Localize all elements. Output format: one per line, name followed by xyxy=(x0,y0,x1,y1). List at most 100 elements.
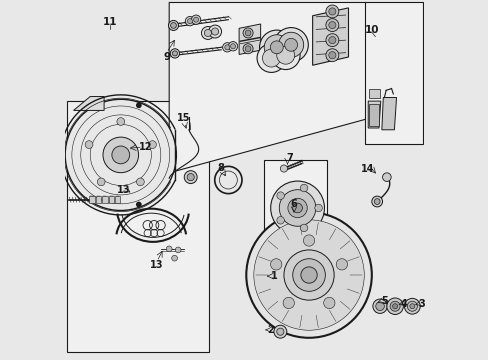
Text: 6: 6 xyxy=(290,199,297,210)
Text: 2: 2 xyxy=(267,325,274,335)
Text: 13: 13 xyxy=(116,185,130,195)
Circle shape xyxy=(228,41,237,51)
Circle shape xyxy=(392,304,397,309)
Polygon shape xyxy=(367,101,380,128)
Polygon shape xyxy=(169,3,366,173)
Circle shape xyxy=(325,5,338,18)
Bar xyxy=(108,197,114,203)
Circle shape xyxy=(276,328,284,335)
Circle shape xyxy=(170,23,176,28)
Circle shape xyxy=(336,259,347,270)
Circle shape xyxy=(187,174,194,181)
Bar xyxy=(115,197,120,203)
Text: 4: 4 xyxy=(400,299,407,309)
Circle shape xyxy=(276,192,284,199)
Circle shape xyxy=(278,32,303,57)
Text: 13: 13 xyxy=(150,260,163,270)
Polygon shape xyxy=(312,8,348,65)
Circle shape xyxy=(325,34,338,46)
Polygon shape xyxy=(381,98,396,130)
Circle shape xyxy=(276,46,294,64)
Circle shape xyxy=(292,203,302,213)
Circle shape xyxy=(148,141,156,148)
Circle shape xyxy=(276,216,284,224)
Circle shape xyxy=(287,198,306,218)
Bar xyxy=(264,160,326,248)
Circle shape xyxy=(136,102,142,108)
Text: 5: 5 xyxy=(380,296,387,306)
Circle shape xyxy=(389,301,399,311)
Circle shape xyxy=(325,19,338,32)
Circle shape xyxy=(172,51,177,56)
Circle shape xyxy=(136,178,144,186)
Circle shape xyxy=(204,30,211,37)
Circle shape xyxy=(323,297,334,309)
Circle shape xyxy=(300,184,307,192)
Circle shape xyxy=(303,235,314,246)
Circle shape xyxy=(280,165,287,172)
Text: 12: 12 xyxy=(139,142,152,152)
Circle shape xyxy=(65,99,176,211)
Circle shape xyxy=(230,44,235,49)
Circle shape xyxy=(184,171,197,184)
Circle shape xyxy=(386,298,403,315)
Text: 1: 1 xyxy=(270,271,277,281)
Circle shape xyxy=(271,41,300,69)
Circle shape xyxy=(112,146,129,164)
Circle shape xyxy=(244,46,250,51)
Circle shape xyxy=(168,21,178,31)
Circle shape xyxy=(191,15,201,24)
Circle shape xyxy=(328,22,335,29)
Circle shape xyxy=(371,196,382,207)
Bar xyxy=(96,197,101,203)
Text: 7: 7 xyxy=(285,153,292,163)
Text: 10: 10 xyxy=(364,25,378,35)
Circle shape xyxy=(270,181,324,235)
Circle shape xyxy=(170,49,179,58)
Bar xyxy=(102,197,107,203)
Polygon shape xyxy=(239,24,260,54)
Text: 9: 9 xyxy=(163,52,170,62)
Circle shape xyxy=(273,325,286,338)
Bar xyxy=(368,89,380,98)
Circle shape xyxy=(117,118,124,125)
Circle shape xyxy=(325,49,338,62)
Polygon shape xyxy=(73,96,104,111)
Circle shape xyxy=(259,30,293,64)
Circle shape xyxy=(253,220,364,330)
Circle shape xyxy=(284,39,297,51)
Circle shape xyxy=(284,250,333,300)
Circle shape xyxy=(222,42,231,52)
Circle shape xyxy=(166,246,172,252)
Circle shape xyxy=(404,298,419,314)
Circle shape xyxy=(185,17,194,26)
Circle shape xyxy=(136,202,142,207)
Text: 11: 11 xyxy=(102,17,117,27)
Bar xyxy=(67,101,208,352)
Circle shape xyxy=(211,28,218,35)
Circle shape xyxy=(193,17,198,22)
Circle shape xyxy=(292,259,325,291)
Circle shape xyxy=(375,302,384,311)
Circle shape xyxy=(314,204,322,212)
Circle shape xyxy=(246,212,371,338)
Circle shape xyxy=(97,178,105,186)
Circle shape xyxy=(244,30,250,36)
Circle shape xyxy=(300,224,307,232)
Circle shape xyxy=(372,299,386,314)
Circle shape xyxy=(279,190,315,226)
Text: 8: 8 xyxy=(217,163,224,173)
Circle shape xyxy=(270,41,283,54)
Circle shape xyxy=(175,247,181,253)
Circle shape xyxy=(270,259,281,270)
Circle shape xyxy=(407,301,416,311)
Circle shape xyxy=(85,141,93,148)
Circle shape xyxy=(224,45,229,50)
Circle shape xyxy=(243,44,253,54)
Circle shape xyxy=(300,267,317,283)
Bar xyxy=(89,197,94,203)
Circle shape xyxy=(103,137,138,173)
Bar xyxy=(368,104,378,126)
Circle shape xyxy=(273,28,308,62)
Circle shape xyxy=(257,44,285,72)
